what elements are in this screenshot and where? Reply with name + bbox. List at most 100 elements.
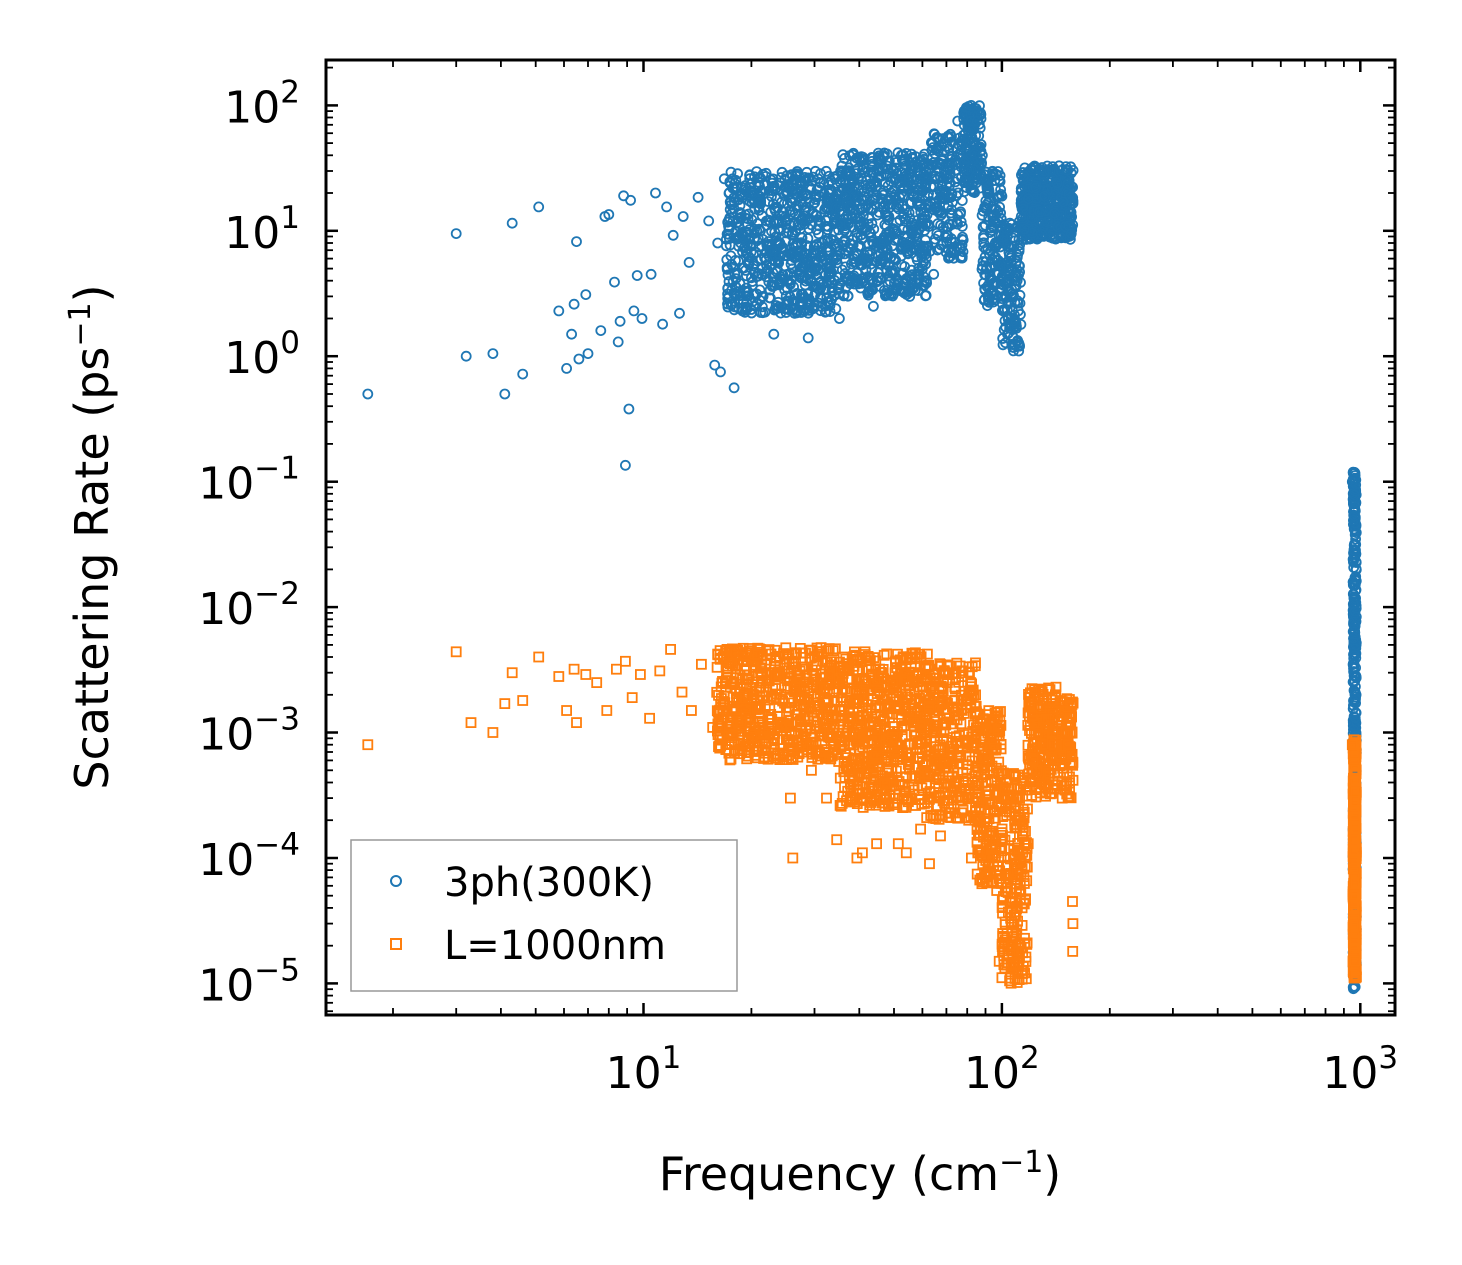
data-point xyxy=(813,220,825,232)
data-point xyxy=(959,175,971,187)
data-point xyxy=(796,239,808,251)
data-point xyxy=(362,388,374,400)
data-point xyxy=(636,313,648,324)
data-point xyxy=(724,239,736,251)
data-point xyxy=(909,270,921,282)
data-point xyxy=(946,219,958,231)
data-points xyxy=(362,100,1362,995)
data-point xyxy=(759,178,771,190)
data-point xyxy=(809,245,821,256)
data-point xyxy=(932,230,944,241)
data-point xyxy=(838,236,850,248)
data-point xyxy=(995,213,1007,225)
data-point xyxy=(887,223,899,234)
data-point xyxy=(955,206,966,218)
data-point xyxy=(806,219,817,231)
data-point xyxy=(964,137,976,149)
data-point xyxy=(1008,345,1019,357)
data-point xyxy=(863,238,875,250)
data-point xyxy=(677,211,689,222)
data-point xyxy=(674,307,685,319)
data-point xyxy=(842,167,853,179)
data-point xyxy=(830,303,842,315)
data-point xyxy=(595,325,607,337)
data-point xyxy=(981,182,993,194)
data-point xyxy=(866,263,878,275)
data-point xyxy=(728,382,740,394)
data-point xyxy=(861,253,873,264)
data-point xyxy=(977,221,989,233)
data-point xyxy=(890,228,902,240)
data-point xyxy=(924,245,936,257)
data-point xyxy=(784,268,796,279)
data-point xyxy=(781,180,793,192)
data-point xyxy=(814,246,826,258)
data-point xyxy=(777,242,789,254)
data-point xyxy=(1014,339,1025,351)
data-point xyxy=(925,181,937,193)
data-point xyxy=(987,165,998,177)
data-point xyxy=(1003,240,1015,252)
data-point xyxy=(749,223,760,235)
data-point xyxy=(983,211,995,223)
data-point xyxy=(573,353,585,365)
data-point xyxy=(834,313,845,324)
data-point xyxy=(946,189,957,201)
data-point xyxy=(748,248,759,260)
data-point xyxy=(835,174,847,186)
data-point xyxy=(883,211,895,222)
data-point xyxy=(854,152,865,164)
data-point xyxy=(821,196,833,208)
data-point xyxy=(965,115,977,127)
data-point xyxy=(790,200,802,212)
data-point xyxy=(620,459,631,471)
data-point xyxy=(817,255,829,267)
data-point xyxy=(571,236,582,248)
data-point xyxy=(956,195,968,207)
data-point xyxy=(802,273,814,285)
data-point xyxy=(998,263,1009,275)
data-point xyxy=(927,142,939,153)
data-point xyxy=(774,225,786,236)
data-point xyxy=(734,189,745,200)
data-point xyxy=(1010,317,1022,329)
data-point xyxy=(795,292,807,304)
data-point xyxy=(582,348,594,360)
data-point xyxy=(839,261,851,273)
data-point xyxy=(667,229,679,241)
data-point xyxy=(902,284,914,296)
data-point xyxy=(725,195,737,207)
data-point xyxy=(853,179,865,191)
data-point xyxy=(753,204,765,216)
data-point xyxy=(683,256,695,268)
data-point xyxy=(923,188,934,199)
data-point xyxy=(979,293,990,305)
data-point xyxy=(751,235,763,247)
data-point xyxy=(816,251,828,263)
data-point xyxy=(867,204,879,216)
data-point xyxy=(881,220,893,232)
data-point xyxy=(628,305,640,317)
data-point xyxy=(965,184,977,196)
data-point xyxy=(856,172,867,184)
data-point xyxy=(940,187,952,199)
data-point xyxy=(844,278,856,290)
data-point xyxy=(765,292,776,304)
data-point xyxy=(878,237,889,249)
data-point xyxy=(950,236,961,248)
data-point xyxy=(798,260,810,272)
data-point xyxy=(833,282,845,293)
data-point xyxy=(873,150,885,162)
data-point xyxy=(969,136,980,148)
data-point xyxy=(982,187,993,199)
data-point xyxy=(810,209,822,221)
data-point xyxy=(533,201,545,213)
data-point xyxy=(981,261,993,273)
data-point xyxy=(846,258,857,270)
data-point xyxy=(890,201,902,213)
data-point xyxy=(657,318,668,330)
data-point xyxy=(867,275,879,287)
data-point xyxy=(835,167,847,179)
data-point xyxy=(935,205,946,217)
data-point xyxy=(868,300,879,312)
